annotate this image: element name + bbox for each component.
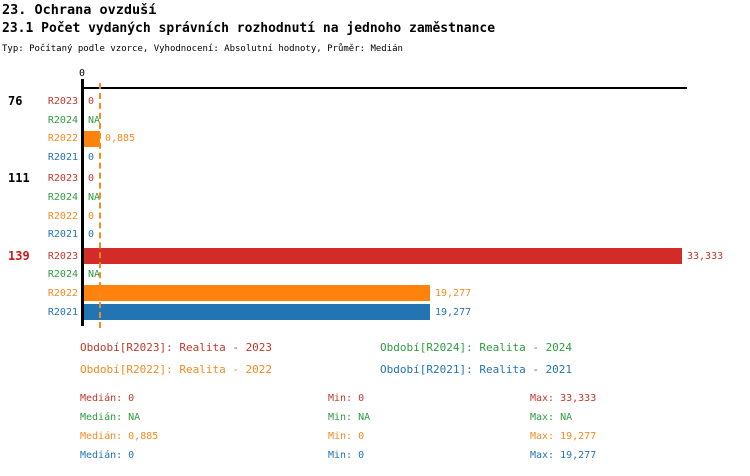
stat-median-r2023: Medián: 0	[80, 393, 135, 404]
value-label-r2024-111: NA	[88, 191, 101, 203]
series-label-r2023: R2023	[47, 250, 78, 262]
series-label-r2023: R2023	[47, 96, 78, 107]
chart-row-76-R2021: R2021 0	[0, 148, 750, 167]
chart-row-139-R2023: 139 R2023 33,333	[0, 247, 750, 266]
series-label-r2022: R2022	[47, 287, 78, 299]
chart-row-139-R2024: R2024 NA	[0, 265, 750, 284]
series-label-r2023: R2023	[47, 173, 78, 185]
chart-row-139-R2021: R2021 19,277	[0, 303, 750, 322]
bar-r2022-76	[84, 130, 100, 147]
series-label-r2022: R2022	[47, 133, 78, 145]
chart-row-111-R2022: R2022 0	[0, 207, 750, 226]
value-label-r2024-139: NA	[88, 269, 101, 281]
stat-max-r2023: Max: 33,333	[530, 393, 597, 404]
stat-max-r2022: Max: 19,277	[530, 431, 597, 442]
chart-row-111-R2024: R2024 NA	[0, 188, 750, 207]
bar-r2021-139	[84, 304, 430, 321]
value-label-r2021-76: 0	[88, 151, 95, 163]
value-label-r2023-76: 0	[88, 96, 95, 107]
stat-median-r2021: Medián: 0	[80, 450, 135, 461]
group-label-111: 111	[8, 171, 30, 186]
value-label-r2023-139: 33,333	[687, 250, 724, 262]
series-label-r2022: R2022	[47, 210, 78, 222]
chart-row-76-R2024: R2024 NA	[0, 111, 750, 130]
value-label-r2022-111: 0	[88, 210, 95, 222]
meta-line: Typ: Počítaný podle vzorce, Vyhodnocení:…	[2, 44, 403, 54]
bar-chart: 76 R2023 0 R2024 NA R2022 0,885 R2021 0 111 R2023 0…	[0, 92, 750, 324]
chart-row-76-R2022: R2022 0,885	[0, 129, 750, 148]
stat-min-r2023: Min: 0	[328, 393, 365, 404]
bar-r2022-139	[84, 285, 430, 302]
series-label-r2024: R2024	[47, 114, 78, 126]
chart-row-111-R2023: 111 R2023 0	[0, 169, 750, 188]
chart-row-111-R2021: R2021 0	[0, 225, 750, 244]
chart-row-76-R2023: 76 R2023 0	[0, 92, 750, 111]
stat-max-r2021: Max: 19,277	[530, 450, 597, 461]
stat-median-r2024: Medián: NA	[80, 412, 141, 423]
value-label-r2023-111: 0	[88, 173, 95, 185]
stat-median-r2022: Medián: 0,885	[80, 431, 159, 442]
series-label-r2024: R2024	[47, 191, 78, 203]
stat-min-r2021: Min: 0	[328, 450, 365, 461]
y-axis-line	[81, 79, 84, 326]
series-label-r2024: R2024	[47, 269, 78, 281]
group-label-76: 76	[8, 94, 23, 108]
stat-min-r2024: Min: NA	[328, 412, 371, 423]
axis-zero-tick-label: 0	[78, 68, 86, 79]
bar-r2023-139	[84, 248, 682, 265]
value-label-r2022-139: 19,277	[435, 287, 472, 299]
stat-min-r2022: Min: 0	[328, 431, 365, 442]
bar-group-139: 139 R2023 33,333 R2024 NA R2022 19,277 R2021 19,…	[0, 247, 750, 321]
stat-max-r2024: Max: NA	[530, 412, 573, 423]
value-label-r2024-76: NA	[88, 114, 101, 126]
chart-row-139-R2022: R2022 19,277	[0, 284, 750, 303]
legend-item-r2021: Období[R2021]: Realita - 2021	[380, 363, 573, 376]
indicator-title: 23.1 Počet vydaných správních rozhodnutí…	[2, 21, 496, 36]
value-label-r2022-76: 0,885	[105, 133, 136, 145]
bar-group-76: 76 R2023 0 R2024 NA R2022 0,885 R2021 0	[0, 92, 750, 166]
series-label-r2021: R2021	[47, 306, 78, 318]
value-label-r2021-111: 0	[88, 229, 95, 241]
legend-item-r2022: Období[R2022]: Realita - 2022	[80, 363, 273, 376]
group-label-139: 139	[8, 248, 30, 263]
legend-item-r2024: Období[R2024]: Realita - 2024	[380, 341, 573, 354]
value-label-r2021-139: 19,277	[435, 306, 472, 318]
median-marker-line	[99, 83, 101, 328]
section-title: 23. Ochrana ovzduší	[2, 2, 157, 18]
series-label-r2021: R2021	[47, 151, 78, 163]
series-label-r2021: R2021	[47, 229, 78, 241]
bar-group-111: 111 R2023 0 R2024 NA R2022 0 R2021 0	[0, 169, 750, 243]
legend-item-r2023: Období[R2023]: Realita - 2023	[80, 341, 273, 354]
axis-top-line	[82, 87, 687, 89]
